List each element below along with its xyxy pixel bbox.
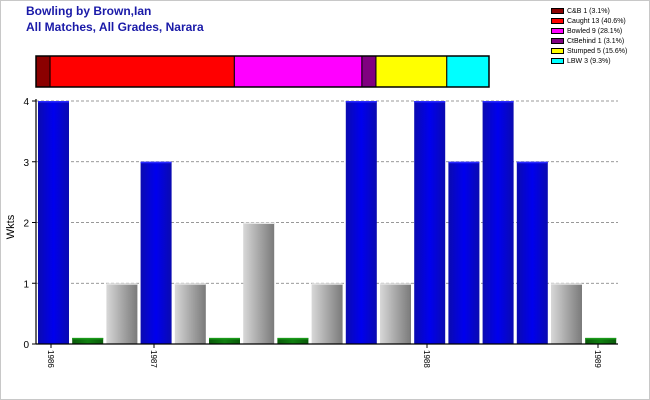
legend-swatch (551, 58, 564, 64)
y-axis-label: Wkts (5, 214, 17, 239)
bar (345, 101, 377, 344)
legend-swatch (551, 18, 564, 24)
bar-top (448, 161, 480, 164)
bar-top (311, 283, 343, 285)
bar (277, 337, 309, 344)
bar (482, 101, 514, 344)
y-tick-label: 2 (23, 219, 29, 230)
bar-top (585, 337, 617, 340)
dismissal-segment (49, 55, 235, 88)
x-tick-label: 1987 (149, 350, 158, 368)
bar (585, 337, 617, 344)
legend-swatch (551, 8, 564, 14)
bar-top (345, 101, 377, 103)
x-tick-label: 1988 (422, 350, 431, 368)
dismissal-segment (35, 55, 51, 88)
legend-item: Caught 13 (40.6%) (551, 16, 627, 26)
legend-item: LBW 3 (9.3%) (551, 56, 627, 66)
chart-title: Bowling by Brown,Ian (26, 4, 152, 18)
bar-top (140, 161, 172, 164)
bar-top (106, 283, 138, 285)
bar-top (482, 101, 514, 103)
legend-item: C&B 1 (3.1%) (551, 6, 627, 16)
axes: 0 1 2 3 4 1986 1987 1988 1989 (23, 97, 618, 368)
legend-item: CtBehind 1 (3.1%) (551, 36, 627, 46)
bar (106, 283, 138, 344)
bar (243, 222, 275, 344)
bar (380, 283, 411, 344)
bar (140, 161, 172, 344)
bar (311, 283, 343, 344)
bar (516, 161, 548, 344)
dismissal-segment (446, 55, 490, 88)
bar-top (380, 283, 411, 285)
legend-label: Caught 13 (40.6%) (567, 17, 626, 25)
bar-top (551, 283, 582, 285)
bar (72, 337, 104, 344)
chart-subtitle: All Matches, All Grades, Narara (26, 20, 204, 34)
bar (38, 101, 69, 344)
dismissal-stack-bar (35, 55, 490, 88)
dismissal-segment (233, 55, 363, 88)
legend-swatch (551, 28, 564, 34)
bar-top (174, 283, 206, 285)
bar-top (277, 337, 309, 340)
bar (414, 101, 446, 344)
legend-label: LBW 3 (9.3%) (567, 57, 611, 65)
bar-top (243, 222, 275, 224)
bar-top (209, 337, 240, 340)
dismissal-segment (361, 55, 377, 88)
legend-item: Stumped 5 (15.6%) (551, 46, 627, 56)
bar (448, 161, 480, 344)
legend-swatch (551, 48, 564, 54)
dismissal-segment (375, 55, 448, 88)
legend: C&B 1 (3.1%) Caught 13 (40.6%) Bowled 9 (2… (551, 6, 627, 66)
y-tick-label: 1 (23, 279, 29, 290)
legend-label: Stumped 5 (15.6%) (567, 47, 628, 55)
bar-top (414, 101, 446, 103)
bar (551, 283, 582, 344)
x-tick-label: 1989 (593, 350, 602, 368)
bar-top (72, 337, 104, 340)
y-tick-label: 3 (23, 158, 29, 169)
bar-top (516, 161, 548, 164)
legend-label: Bowled 9 (28.1%) (567, 27, 623, 35)
bars (38, 101, 617, 344)
legend-label: C&B 1 (3.1%) (567, 7, 610, 15)
legend-swatch (551, 38, 564, 44)
bar-top (38, 101, 69, 103)
bar (209, 337, 240, 344)
legend-label: CtBehind 1 (3.1%) (567, 37, 625, 45)
y-tick-label: 0 (23, 340, 29, 351)
bar (174, 283, 206, 344)
y-tick-label: 4 (23, 97, 29, 108)
x-tick-label: 1986 (46, 350, 55, 368)
legend-item: Bowled 9 (28.1%) (551, 26, 627, 36)
dismissal-stack-border (35, 55, 490, 88)
